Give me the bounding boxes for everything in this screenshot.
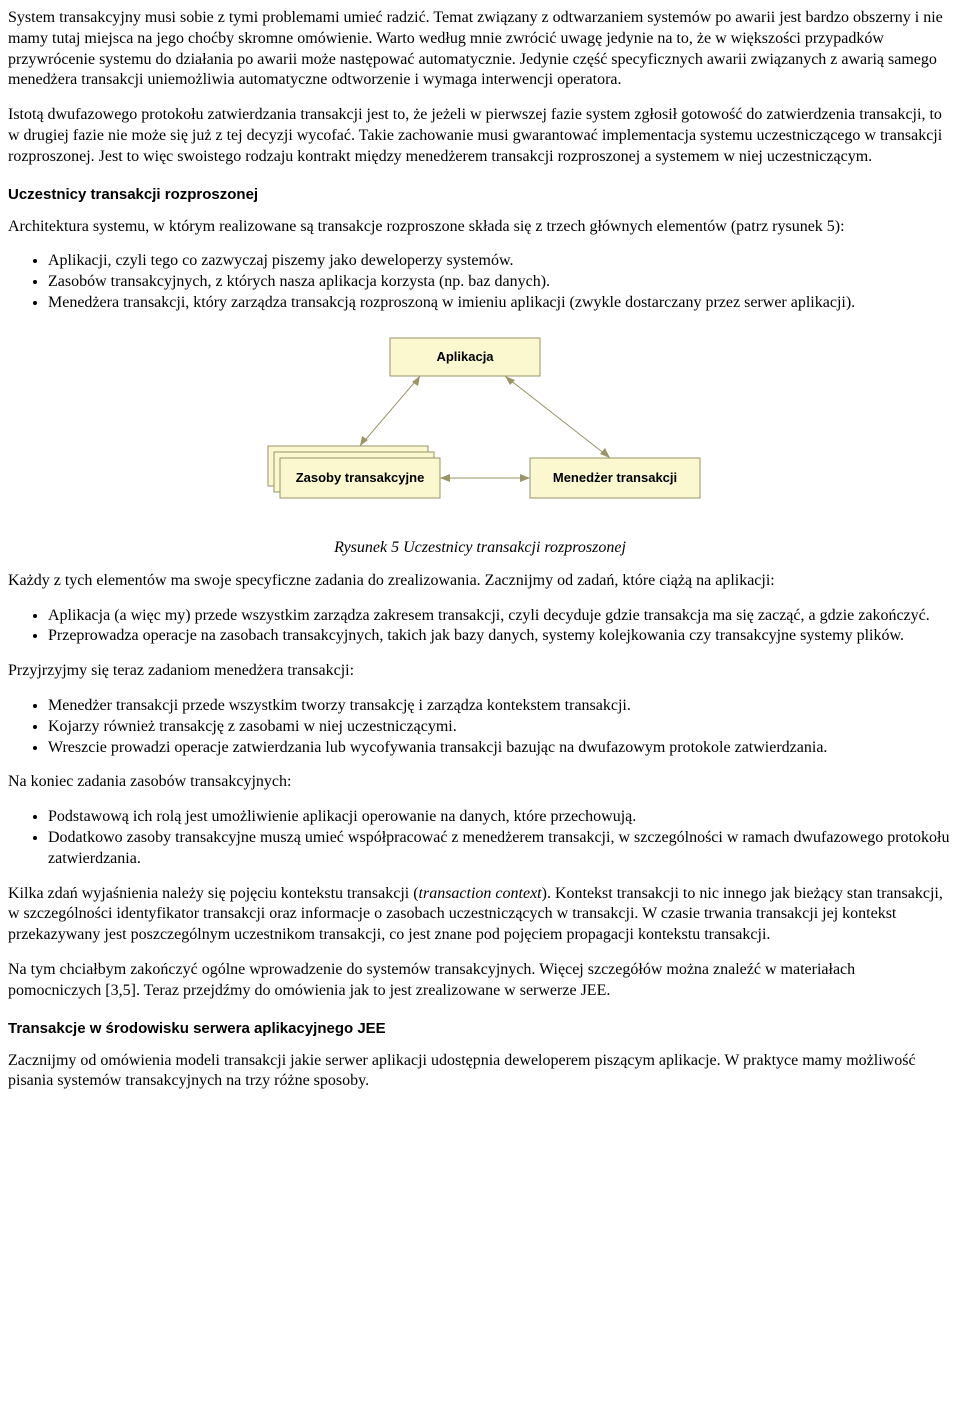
- list-item: Aplikacja (a więc my) przede wszystkim z…: [48, 606, 952, 627]
- paragraph-context: Kilka zdań wyjaśnienia należy się pojęci…: [8, 884, 952, 946]
- figure-5: Aplikacja Zasoby transakcyjne Menedżer t…: [8, 328, 952, 533]
- edge-app-res: [360, 376, 420, 446]
- paragraph: Przyjrzyjmy się teraz zadaniom menedżera…: [8, 661, 952, 682]
- em-transaction-context: transaction context: [419, 885, 542, 902]
- list-item: Zasobów transakcyjnych, z których nasza …: [48, 272, 952, 293]
- arrow-right: [520, 474, 530, 482]
- list-item: Menedżer transakcji przede wszystkim two…: [48, 696, 952, 717]
- list-item: Menedżera transakcji, który zarządza tra…: [48, 293, 952, 314]
- section-heading-uczestnicy: Uczestnicy transakcji rozproszonej: [8, 186, 952, 203]
- paragraph: Na koniec zadania zasobów transakcyjnych…: [8, 772, 952, 793]
- mgr-tasks-list: Menedżer transakcji przede wszystkim two…: [8, 696, 952, 758]
- list-item: Aplikacji, czyli tego co zazwyczaj pisze…: [48, 251, 952, 272]
- arrow-left: [440, 474, 450, 482]
- text: Kilka zdań wyjaśnienia należy się pojęci…: [8, 885, 419, 902]
- box-menedzer-label: Menedżer transakcji: [553, 470, 677, 485]
- paragraph: Architektura systemu, w którym realizowa…: [8, 217, 952, 238]
- section-heading-jee: Transakcje w środowisku serwera aplikacy…: [8, 1020, 952, 1037]
- app-tasks-list: Aplikacja (a więc my) przede wszystkim z…: [8, 606, 952, 648]
- list-item: Przeprowadza operacje na zasobach transa…: [48, 626, 952, 647]
- arrow-down-2: [600, 448, 610, 458]
- paragraph: Zacznijmy od omówienia modeli transakcji…: [8, 1051, 952, 1093]
- res-tasks-list: Podstawową ich rolą jest umożliwienie ap…: [8, 807, 952, 869]
- list-item: Dodatkowo zasoby transakcyjne muszą umie…: [48, 828, 952, 870]
- box-aplikacja-label: Aplikacja: [436, 349, 494, 364]
- list-item: Podstawową ich rolą jest umożliwienie ap…: [48, 807, 952, 828]
- paragraph: Na tym chciałbym zakończyć ogólne wprowa…: [8, 960, 952, 1002]
- paragraph: Każdy z tych elementów ma swoje specyfic…: [8, 571, 952, 592]
- figure-5-diagram: Aplikacja Zasoby transakcyjne Menedżer t…: [240, 328, 720, 528]
- list-item: Kojarzy również transakcję z zasobami w …: [48, 717, 952, 738]
- arrow-up-2: [505, 376, 515, 385]
- paragraph: System transakcyjny musi sobie z tymi pr…: [8, 8, 952, 91]
- box-zasoby-label: Zasoby transakcyjne: [296, 470, 425, 485]
- list-item: Wreszcie prowadzi operacje zatwierdzania…: [48, 738, 952, 759]
- paragraph: Istotą dwufazowego protokołu zatwierdzan…: [8, 105, 952, 167]
- figure-5-caption: Rysunek 5 Uczestnicy transakcji rozprosz…: [8, 539, 952, 557]
- architecture-list: Aplikacji, czyli tego co zazwyczaj pisze…: [8, 251, 952, 313]
- edge-app-mgr: [505, 376, 610, 458]
